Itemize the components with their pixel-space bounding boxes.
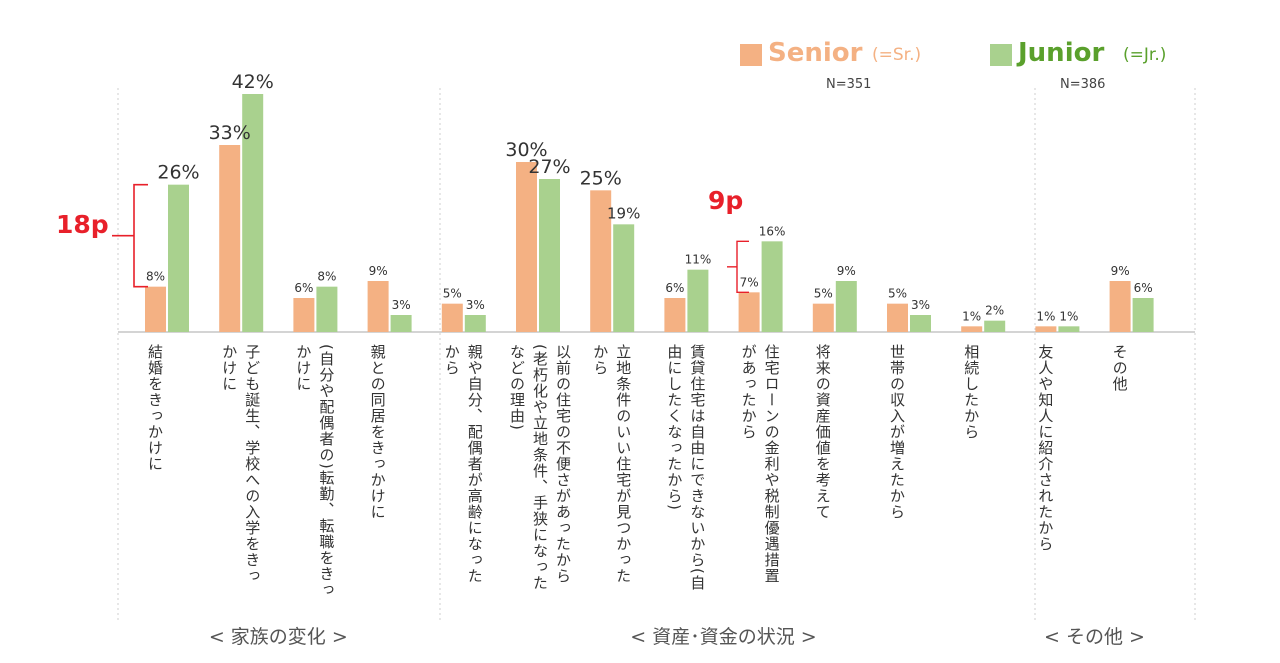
bar-junior xyxy=(1132,298,1154,332)
bar-label-senior: 8% xyxy=(146,270,165,284)
bar-label-junior: 3% xyxy=(466,298,485,312)
bar-senior xyxy=(738,292,760,332)
bar-label-senior: 9% xyxy=(1111,264,1130,278)
category-label: 親や自分、配偶者が高齢になったから xyxy=(442,344,484,584)
legend-junior-abbr: (=Jr.) xyxy=(1123,45,1167,65)
bar-label-senior: 5% xyxy=(443,287,462,301)
bar-label-junior: 3% xyxy=(392,298,411,312)
bar-junior xyxy=(316,286,338,332)
bar-senior xyxy=(516,162,537,332)
bar-senior xyxy=(812,303,834,332)
legend-senior-n: N=351 xyxy=(826,77,872,92)
bar-label-junior: 19% xyxy=(607,204,640,222)
bar-senior xyxy=(1109,281,1131,332)
bar-senior xyxy=(145,286,166,332)
bar-junior xyxy=(984,320,1006,332)
bar-junior xyxy=(910,315,931,332)
bar-label-junior: 27% xyxy=(528,156,570,178)
bar-label-junior: 26% xyxy=(157,162,199,184)
category-label: 将来の資産価値を考えて xyxy=(813,344,832,520)
bar-junior xyxy=(761,241,783,332)
category-label: (自分や配偶者の)転勤、転職をきっかけに xyxy=(294,344,336,598)
bar-senior xyxy=(590,190,612,332)
bar-label-senior: 9% xyxy=(369,264,388,278)
bar-label-senior: 30% xyxy=(505,139,547,161)
bar-label-junior: 42% xyxy=(232,71,274,93)
bar-label-senior: 33% xyxy=(209,122,251,144)
group-label: < 資産･資金の状況 > xyxy=(630,626,817,648)
category-label: 結婚をきっかけに xyxy=(146,344,164,472)
category-label: 友人や知人に紹介されたから xyxy=(1036,344,1055,552)
bar-junior xyxy=(1058,326,1080,332)
bar-label-senior: 6% xyxy=(665,281,684,295)
bar-label-junior: 1% xyxy=(1059,309,1078,323)
group-label: < その他 > xyxy=(1044,626,1145,648)
legend-senior-swatch xyxy=(740,44,762,66)
bar-senior xyxy=(664,298,686,332)
bar-senior xyxy=(961,326,983,332)
bar-label-junior: 16% xyxy=(759,224,786,238)
legend-junior-label: Junior xyxy=(1018,38,1105,68)
bar-label-senior: 1% xyxy=(1036,309,1055,323)
bar-label-senior: 7% xyxy=(740,275,759,289)
category-label: 立地条件のいい住宅が見つかったから xyxy=(591,344,633,584)
bar-label-junior: 9% xyxy=(837,264,856,278)
bar-junior xyxy=(835,281,857,332)
bar-senior xyxy=(887,303,908,332)
bar-label-senior: 1% xyxy=(962,309,981,323)
legend-junior-swatch xyxy=(990,44,1012,66)
category-label: 相続したから xyxy=(962,344,981,440)
bar-junior xyxy=(464,315,486,332)
legend-senior-label: Senior xyxy=(768,38,863,68)
bar-senior xyxy=(441,303,463,332)
bar-label-senior: 25% xyxy=(580,167,622,189)
legend-junior-n: N=386 xyxy=(1060,77,1106,92)
bar-label-junior: 2% xyxy=(985,304,1004,318)
bar-junior xyxy=(539,179,560,332)
bar-junior xyxy=(168,184,189,332)
bar-label-junior: 6% xyxy=(1134,281,1153,295)
bar-senior xyxy=(219,145,241,332)
legend-senior-abbr: (=Sr.) xyxy=(872,45,922,65)
category-label: 住宅ローンの金利や税制優遇措置があったから xyxy=(739,344,781,584)
group-label: < 家族の変化 > xyxy=(208,626,348,648)
bar-junior xyxy=(687,269,709,332)
category-label: 賃貸住宅は自由にできないから(自由にしたくなったから) xyxy=(665,344,707,591)
bar-junior xyxy=(242,94,264,332)
category-label: その他 xyxy=(1110,344,1129,392)
annotation-18p: 18p xyxy=(56,210,109,239)
bar-senior xyxy=(1035,326,1057,332)
bar-junior xyxy=(613,224,635,332)
bar-senior xyxy=(367,281,389,332)
bar-label-junior: 11% xyxy=(685,253,712,267)
bar-label-senior: 5% xyxy=(814,287,833,301)
bar-junior xyxy=(390,315,412,332)
category-label: 子ども誕生、学校への入学をきっかけに xyxy=(220,344,262,584)
category-label: 以前の住宅の不便さがあったから(老朽化や立地条件、手狭になったなどの理由) xyxy=(508,344,572,591)
annotation-9p: 9p xyxy=(708,186,744,215)
bar-senior xyxy=(293,298,315,332)
bar-label-senior: 6% xyxy=(294,281,313,295)
bar-label-junior: 3% xyxy=(911,298,930,312)
category-label: 親との同居をきっかけに xyxy=(368,344,387,520)
category-label: 世帯の収入が増えたから xyxy=(888,344,906,520)
bar-label-senior: 5% xyxy=(888,287,907,301)
bar-label-junior: 8% xyxy=(317,270,336,284)
